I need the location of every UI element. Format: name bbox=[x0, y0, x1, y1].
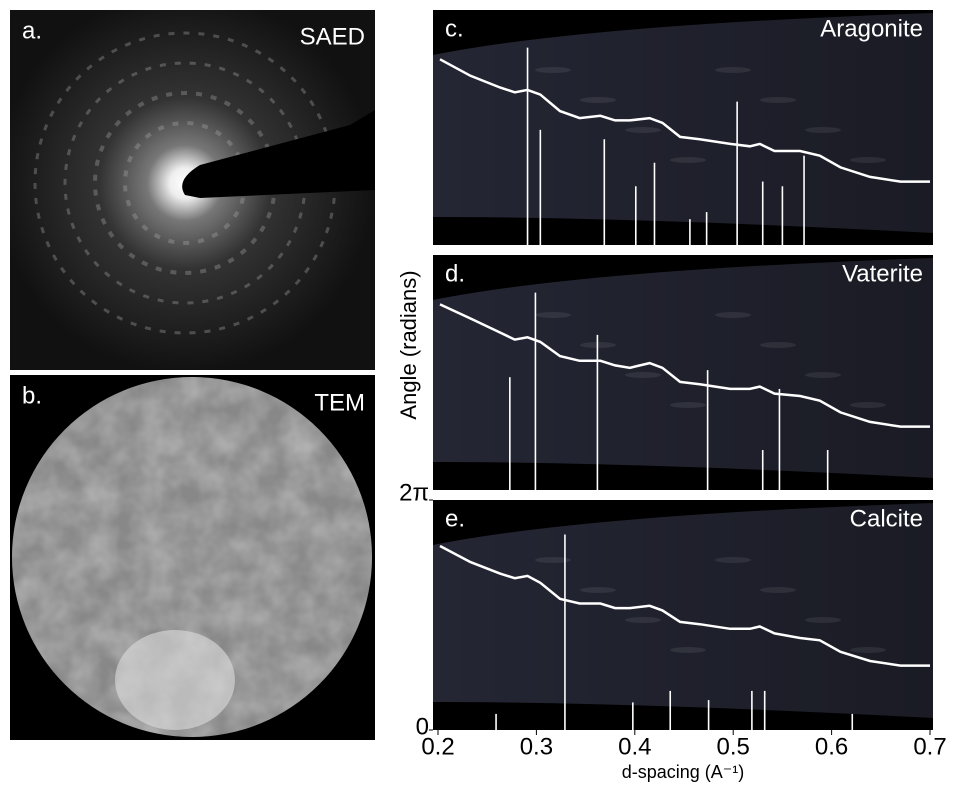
shadow-bottom bbox=[433, 217, 933, 245]
tem-image bbox=[12, 377, 372, 737]
panel-label: c. bbox=[445, 15, 464, 42]
streak bbox=[715, 67, 751, 73]
panel-title: Vaterite bbox=[842, 260, 923, 287]
streak bbox=[760, 342, 796, 348]
y-tick-label: 2π bbox=[399, 479, 429, 506]
streak bbox=[760, 587, 796, 593]
panel-title: Aragonite bbox=[820, 15, 923, 42]
streak bbox=[670, 647, 706, 653]
panel-background bbox=[433, 255, 933, 490]
x-tick-label: 0.7 bbox=[913, 733, 946, 760]
streak bbox=[715, 312, 751, 318]
panel-title: TEM bbox=[314, 389, 365, 416]
streak bbox=[535, 557, 571, 563]
streak bbox=[535, 67, 571, 73]
streak bbox=[580, 587, 616, 593]
panel-label: e. bbox=[445, 505, 465, 532]
streak bbox=[625, 617, 661, 623]
shadow-top bbox=[433, 10, 933, 55]
streak bbox=[850, 157, 886, 163]
streak bbox=[535, 312, 571, 318]
profile-line bbox=[439, 58, 930, 183]
streak bbox=[580, 97, 616, 103]
streak bbox=[850, 402, 886, 408]
profile-line bbox=[439, 544, 930, 667]
panel-title: Calcite bbox=[850, 505, 923, 532]
panel-background bbox=[433, 500, 933, 730]
x-tick-label: 0.6 bbox=[815, 733, 848, 760]
y-tick-label: 0 bbox=[416, 713, 429, 740]
shadow-top bbox=[433, 500, 933, 545]
y-axis-label: Angle (radians) bbox=[396, 270, 421, 419]
beam-stop bbox=[182, 110, 375, 198]
streak bbox=[805, 617, 841, 623]
streak bbox=[760, 97, 796, 103]
streak bbox=[625, 127, 661, 133]
x-tick-label: 0.3 bbox=[520, 733, 553, 760]
profile-line bbox=[439, 303, 930, 428]
x-tick-label: 0.4 bbox=[618, 733, 651, 760]
panel-label: a. bbox=[22, 17, 42, 44]
streak bbox=[625, 372, 661, 378]
x-tick-label: 0.2 bbox=[421, 733, 454, 760]
panel-label: b. bbox=[22, 382, 42, 409]
streak bbox=[715, 557, 751, 563]
streak bbox=[805, 372, 841, 378]
streak bbox=[670, 402, 706, 408]
panel-title: SAED bbox=[300, 23, 365, 50]
shadow-top bbox=[433, 255, 933, 300]
panel-background bbox=[433, 10, 933, 245]
panel-label: d. bbox=[445, 260, 465, 287]
x-tick-label: 0.5 bbox=[717, 733, 750, 760]
streak bbox=[670, 157, 706, 163]
streak bbox=[805, 127, 841, 133]
shadow-bottom bbox=[433, 702, 933, 730]
shadow-bottom bbox=[433, 462, 933, 490]
streak bbox=[850, 647, 886, 653]
x-axis-label: d-spacing (A⁻¹) bbox=[622, 762, 745, 782]
